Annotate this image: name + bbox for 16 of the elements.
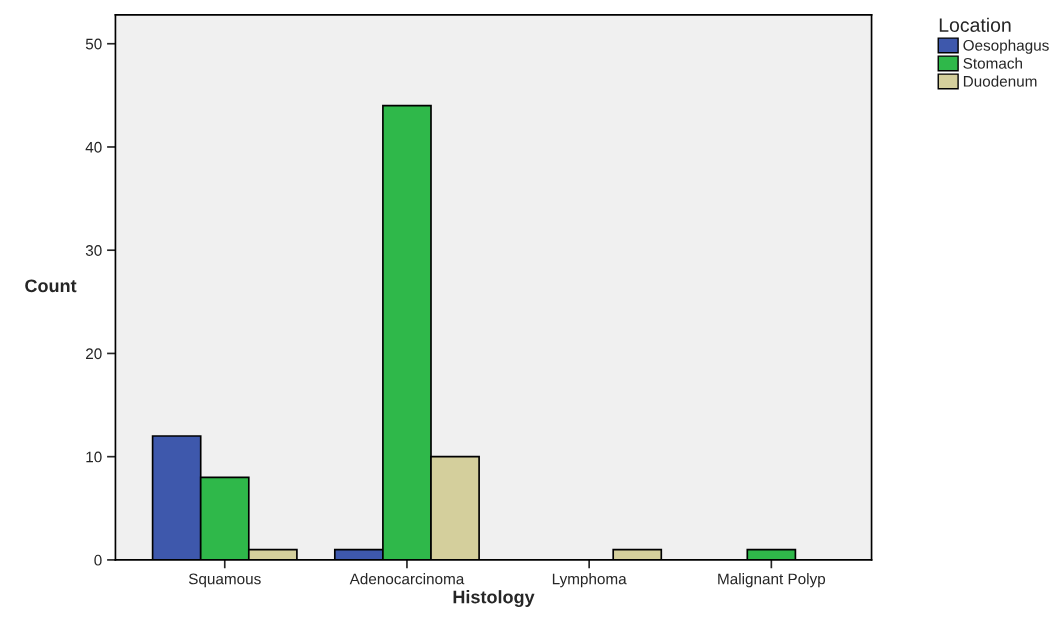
x-tick-label: Adenocarcinoma bbox=[349, 573, 465, 585]
legend-title: Location bbox=[939, 17, 1011, 32]
y-axis-title: Count bbox=[25, 279, 77, 293]
y-tick-label: 20 bbox=[86, 348, 102, 360]
x-tick-label: Lymphoma bbox=[552, 573, 627, 588]
legend-label: Stomach bbox=[963, 57, 1022, 69]
y-tick-label: 40 bbox=[85, 141, 102, 153]
x-axis-title: Histology bbox=[453, 590, 535, 608]
legend-label: Oesophagus bbox=[963, 39, 1049, 54]
y-tick-label: 10 bbox=[86, 451, 102, 463]
y-tick-label: 0 bbox=[94, 554, 102, 566]
y-tick-label: 50 bbox=[85, 38, 102, 50]
x-tick-label: Squamous bbox=[188, 573, 261, 588]
legend-label: Duodenum bbox=[963, 75, 1037, 87]
y-tick-label: 30 bbox=[85, 245, 102, 256]
x-tick-label: Malignant Polyp bbox=[718, 573, 826, 588]
